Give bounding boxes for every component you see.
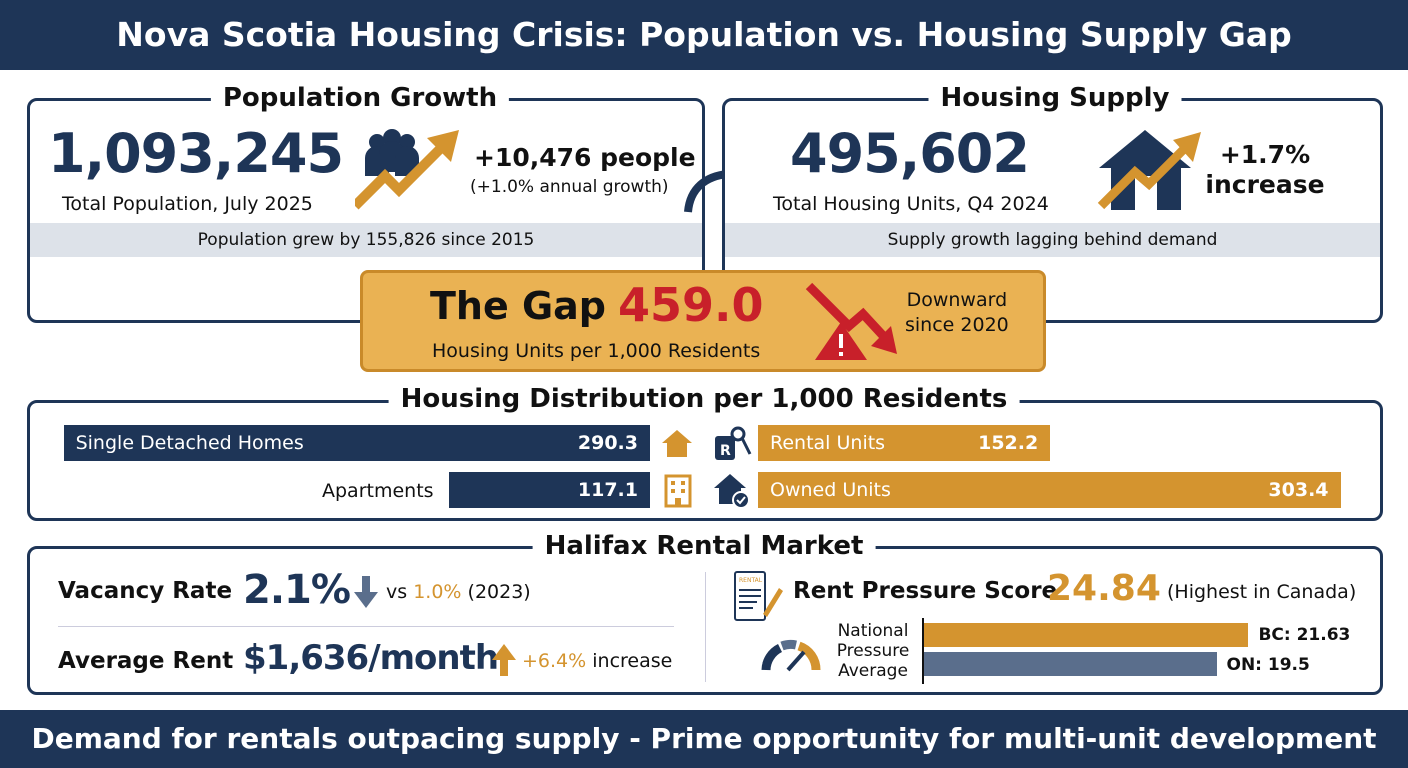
gap-caption: Housing Units per 1,000 Residents (432, 340, 761, 362)
rental-title: Halifax Rental Market (532, 531, 876, 561)
gap-panel (360, 270, 1046, 372)
pressure-axis (922, 618, 924, 684)
svg-text:R: R (720, 443, 731, 459)
vacancy-label: Vacancy Rate (58, 578, 233, 604)
pressure-value: 24.84 (1047, 568, 1161, 609)
housing-title: Housing Supply (928, 83, 1182, 113)
rent-change-text: increase (592, 650, 673, 672)
population-title: Population Growth (210, 83, 510, 113)
arrow-down-icon (354, 576, 378, 608)
bar-value: 117.1 (577, 479, 638, 501)
bar-on (924, 652, 1217, 676)
population-caption: Total Population, July 2025 (62, 193, 313, 215)
pressure-note: (Highest in Canada) (1167, 581, 1357, 603)
rental-document-icon: RENTAL (734, 571, 783, 621)
population-growth-rate: (+1.0% annual growth) (470, 177, 669, 197)
housing-value: 495,602 (790, 122, 1030, 185)
avg-label-1: National (837, 621, 909, 641)
rent-change: +6.4% increase (522, 650, 672, 672)
vacancy-compare: vs 1.0% (2023) (386, 581, 531, 603)
building-icon (664, 474, 692, 508)
avg-label-3: Average (838, 661, 908, 681)
svg-text:RENTAL: RENTAL (739, 577, 763, 584)
pressure-label: Rent Pressure Score (793, 578, 1058, 604)
gap-trend: Downward since 2020 (905, 288, 1009, 338)
divider (58, 626, 674, 627)
house-icon (662, 430, 692, 457)
housing-note: Supply growth lagging behind demand (725, 223, 1380, 257)
population-change: +10,476 people (474, 143, 696, 172)
gauge-icon (761, 639, 821, 672)
housing-change-percent: +1.7% (1219, 140, 1311, 169)
bar-label: Owned Units (770, 479, 891, 501)
rent-change-percent: +6.4% (522, 650, 587, 672)
people-growth-icon (355, 129, 459, 210)
population-note: Population grew by 155,826 since 2015 (30, 223, 702, 257)
bar-on-label: ON: 19.5 (1226, 655, 1310, 675)
rental-key-icon: R (715, 426, 752, 460)
housing-caption: Total Housing Units, Q4 2024 (773, 193, 1049, 215)
house-check-icon (714, 474, 750, 509)
national-average-label: National Pressure Average (828, 621, 918, 681)
bar-label: Single Detached Homes (75, 432, 304, 454)
gap-label: The Gap (430, 284, 607, 328)
bar-value: 303.4 (1268, 479, 1329, 501)
house-growth-icon (1097, 130, 1201, 210)
bar-value: 152.2 (978, 432, 1039, 454)
bar-bc (924, 623, 1249, 647)
bar-bc-label: BC: 21.63 (1258, 625, 1351, 645)
gap-value: 459.0 (618, 278, 764, 332)
footer: Demand for rentals outpacing supply - Pr… (0, 710, 1408, 768)
vacancy-vs: vs (386, 581, 408, 603)
bar-rental-units: Rental Units 152.2 (758, 425, 1051, 461)
warning-down-icon (805, 282, 897, 360)
bar-value: 290.3 (577, 432, 638, 454)
vacancy-year: (2023) (467, 581, 531, 603)
bar-label: Rental Units (770, 432, 886, 454)
vertical-divider (705, 572, 706, 682)
bar-single-detached: Single Detached Homes 290.3 (63, 425, 650, 461)
header: Nova Scotia Housing Crisis: Population v… (0, 0, 1408, 70)
distribution-title: Housing Distribution per 1,000 Residents (388, 384, 1020, 414)
vacancy-prev: 1.0% (413, 581, 462, 603)
rent-value: $1,636/month (243, 638, 499, 678)
bar-owned-units: Owned Units 303.4 (758, 472, 1341, 508)
gap-trend-line2: since 2020 (905, 314, 1009, 336)
population-value: 1,093,245 (48, 122, 344, 185)
vacancy-value: 2.1% (243, 567, 351, 613)
avg-label-2: Pressure (836, 641, 910, 661)
housing-change-text: increase (1205, 170, 1325, 199)
bar-apartments: 117.1 (448, 472, 650, 508)
gap-trend-line1: Downward (906, 289, 1008, 311)
rent-label: Average Rent (58, 648, 234, 674)
apartments-label: Apartments (322, 480, 434, 502)
housing-change: +1.7% increase (1205, 140, 1325, 200)
arrow-up-icon (492, 644, 516, 676)
